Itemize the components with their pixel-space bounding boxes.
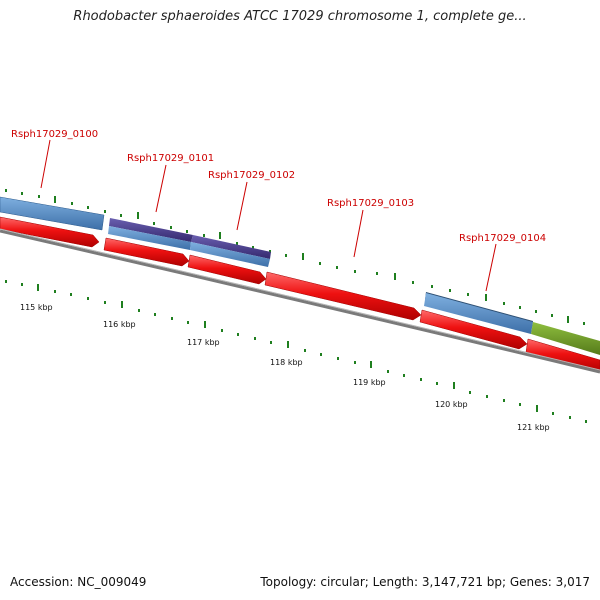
gene-feature-0104-blue[interactable] (424, 293, 533, 334)
tick-label-115: 115 kbp (20, 303, 53, 312)
cds-arrow-0104[interactable] (419, 309, 528, 350)
map-title: Rhodobacter sphaeroides ATCC 17029 chrom… (73, 9, 527, 24)
label-leaders (40, 139, 497, 292)
backbone-line (0, 229, 600, 374)
gene-label-0103[interactable]: Rsph17029_0103 (327, 198, 414, 209)
gene-feature-0101-blue[interactable] (108, 226, 191, 250)
genome-summary-text: Topology: circular; Length: 3,147,721 bp… (260, 575, 590, 589)
cds-arrow-0100[interactable] (0, 216, 100, 248)
gene-features (0, 196, 600, 355)
tick-label-118: 118 kbp (270, 358, 303, 367)
tick-label-117: 117 kbp (187, 338, 220, 347)
gene-feature-0100[interactable] (0, 196, 105, 231)
tick-label-121: 121 kbp (517, 423, 550, 432)
gene-label-0102[interactable]: Rsph17029_0102 (208, 170, 295, 181)
cds-arrow-0101[interactable] (103, 237, 190, 267)
cds-arrow-0102[interactable] (187, 254, 267, 285)
outer-tick-ring (5, 189, 585, 325)
tick-label-119: 119 kbp (353, 378, 386, 387)
gene-feature-0105-green[interactable] (531, 322, 600, 355)
tick-label-120: 120 kbp (435, 400, 468, 409)
inner-tick-ring (5, 280, 587, 423)
cds-arrow-0105[interactable] (525, 338, 600, 373)
tick-label-116: 116 kbp (103, 320, 136, 329)
cds-arrows (0, 216, 600, 373)
gene-label-0101[interactable]: Rsph17029_0101 (127, 153, 214, 164)
gene-feature-0102-blue[interactable] (190, 242, 270, 267)
cds-arrow-0103[interactable] (264, 271, 422, 321)
gene-label-0104[interactable]: Rsph17029_0104 (459, 233, 546, 244)
backbone-highlight (0, 228, 600, 371)
accession-text: Accession: NC_009049 (10, 575, 147, 589)
gene-feature-0102-purple[interactable] (191, 235, 271, 259)
gene-feature-0101-purple[interactable] (109, 218, 193, 242)
gene-label-0100[interactable]: Rsph17029_0100 (11, 129, 98, 140)
